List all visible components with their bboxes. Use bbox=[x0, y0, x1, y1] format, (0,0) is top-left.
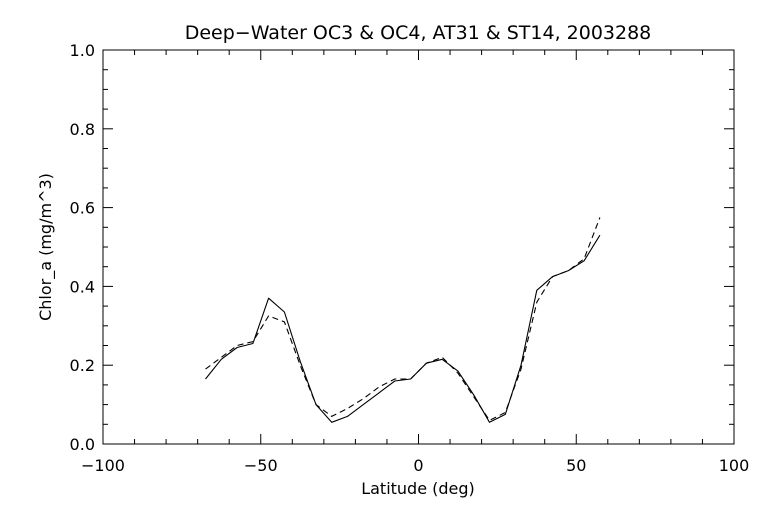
series-line-dashed bbox=[205, 217, 601, 421]
x-tick-labels: −100 −50 0 50 100 bbox=[81, 456, 749, 475]
y-tick-label: 0.8 bbox=[70, 120, 95, 139]
y-tick-label: 1.0 bbox=[70, 41, 95, 60]
x-tick-label: 100 bbox=[719, 456, 750, 475]
y-axis-label: Chlor_a (mg/m^3) bbox=[36, 173, 56, 321]
series-layer bbox=[205, 217, 601, 423]
y-tick-label: 0.0 bbox=[70, 435, 95, 454]
y-tick-label: 0.2 bbox=[70, 356, 95, 375]
x-tick-label: −100 bbox=[81, 456, 125, 475]
x-tick-label: 50 bbox=[566, 456, 586, 475]
y-tick-label: 0.4 bbox=[70, 277, 95, 296]
y-tick-labels: 0.0 0.2 0.4 0.6 0.8 1.0 bbox=[70, 41, 95, 454]
plot-frame bbox=[102, 49, 735, 445]
x-tick-label: −50 bbox=[244, 456, 278, 475]
x-axis-label: Latitude (deg) bbox=[361, 479, 475, 498]
axis-ticks bbox=[102, 49, 735, 445]
y-tick-label: 0.6 bbox=[70, 199, 95, 218]
chart-title: Deep−Water OC3 & OC4, AT31 & ST14, 20032… bbox=[185, 22, 652, 44]
series-line-solid bbox=[205, 234, 601, 423]
x-tick-label: 0 bbox=[413, 456, 423, 475]
